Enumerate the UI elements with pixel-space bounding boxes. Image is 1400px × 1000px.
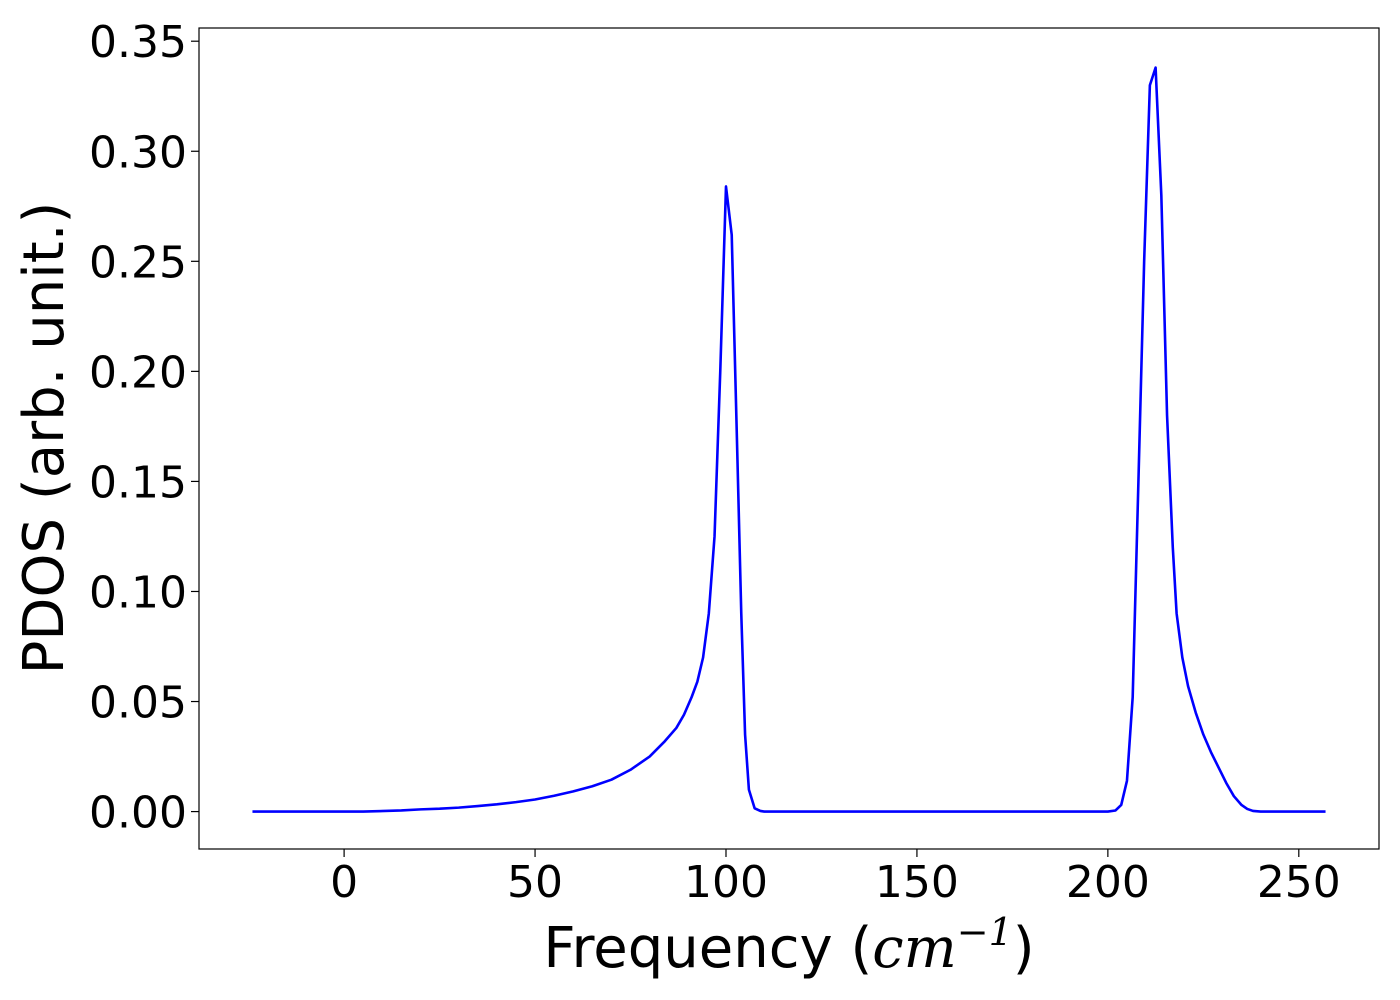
y-tick-label: 0.00 [89, 788, 187, 839]
y-tick-label: 0.05 [89, 678, 187, 729]
x-tick-label: 250 [1257, 857, 1341, 908]
x-tick-label: 150 [875, 857, 959, 908]
axes [198, 27, 1380, 850]
y-ticks: 0.00 0.05 0.10 0.15 0.20 0.25 0.30 0.35 [89, 17, 199, 839]
x-tick-label: 200 [1066, 857, 1150, 908]
y-tick-label: 0.25 [89, 237, 187, 288]
x-tick-label: 100 [684, 857, 768, 908]
x-tick-label: 0 [330, 857, 358, 908]
x-ticks: 0 50 100 150 200 250 [330, 849, 1341, 908]
plot-marks [252, 66, 1326, 813]
y-tick-label: 0.35 [89, 17, 187, 68]
y-tick-label: 0.15 [89, 457, 187, 508]
y-axis-title: PDOS (arb. unit.) [12, 202, 77, 675]
series-line-0 [252, 66, 1326, 813]
y-tick-label: 0.30 [89, 127, 187, 178]
y-tick-label: 0.10 [89, 567, 187, 618]
y-tick-label: 0.20 [89, 347, 187, 398]
x-axis-title: Frequency (cm−1) [543, 910, 1034, 981]
x-tick-label: 50 [507, 857, 563, 908]
plot-frame [198, 27, 1380, 850]
